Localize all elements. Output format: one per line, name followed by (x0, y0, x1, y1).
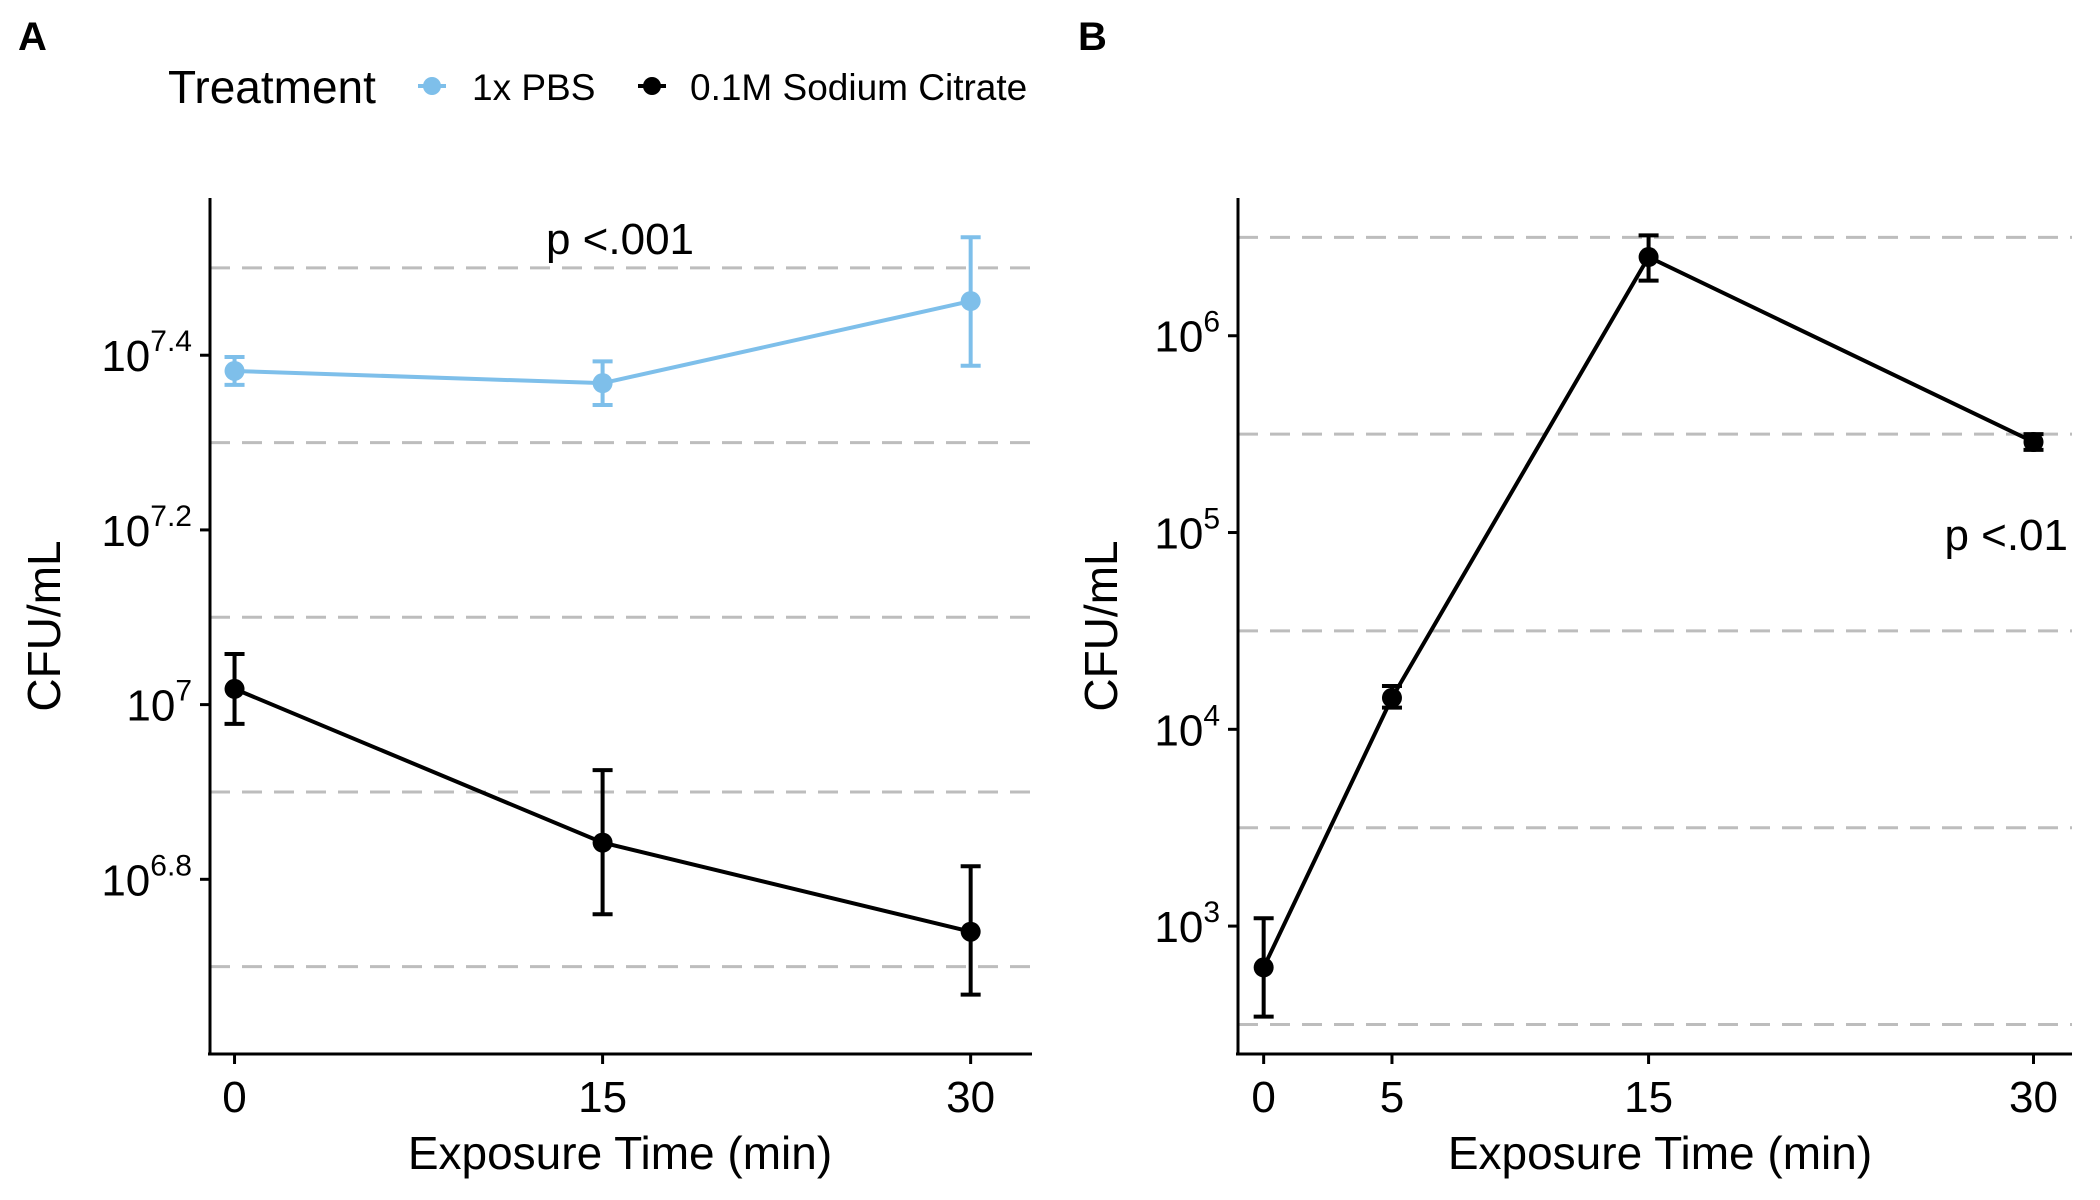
panel-a-x-tick-label-2: 30 (946, 1073, 995, 1122)
panel-b-x-ticks: 0 5 15 30 (1251, 1054, 2058, 1122)
panel-a-x-tick-label-1: 15 (578, 1073, 627, 1122)
panel-a-point-0-1m-sodium-citrate-2 (960, 921, 981, 942)
panel-b-point-0-1m-sodium-citrate-3 (2023, 432, 2044, 453)
legend-label-pbs: 1x PBS (472, 67, 595, 108)
panel-b-x-axis-title: Exposure Time (min) (1448, 1127, 1872, 1179)
panel-a-point-1x-pbs-1 (592, 373, 613, 394)
panel-b-gridlines (1238, 235, 2072, 1026)
legend-title: Treatment (168, 61, 376, 113)
panel-b-p-value: p <.01 (1944, 511, 2068, 560)
panel-b-y-axis-title: CFU/mL (1075, 540, 1127, 711)
panel-b-y-tick-label-2: 105 (1154, 503, 1220, 559)
panel-a-point-0-1m-sodium-citrate-0 (224, 678, 245, 699)
panel-b-point-0-1m-sodium-citrate-0 (1253, 957, 1274, 978)
panel-b-x-tick-label-2: 15 (1624, 1073, 1673, 1122)
panel-a-y-tick-label-3: 107.4 (101, 325, 192, 381)
panel-a-x-axis-title: Exposure Time (min) (408, 1127, 832, 1179)
panel-a-series (224, 235, 981, 997)
panel-a-x-tick-label-0: 0 (222, 1073, 246, 1122)
panel-label-b: B (1078, 15, 1107, 59)
panel-label-a: A (18, 15, 47, 59)
legend-key-pbs (418, 77, 446, 95)
panel-b-line-0-1m-sodium-citrate (1261, 254, 2035, 969)
panel-a-y-tick-label-1: 107 (126, 675, 192, 731)
legend-label-citrate: 0.1M Sodium Citrate (690, 67, 1027, 108)
legend-key-citrate (638, 77, 666, 95)
panel-a-y-ticks: 106.8 107 107.2 107.4 (101, 325, 210, 905)
panel-b-point-0-1m-sodium-citrate-1 (1381, 687, 1402, 708)
panel-b-x-tick-label-3: 30 (2009, 1073, 2058, 1122)
panel-b-y-tick-label-1: 104 (1154, 699, 1220, 755)
panel-a-x-ticks: 0 15 30 (222, 1054, 995, 1122)
panel-a-y-tick-label-2: 107.2 (101, 500, 192, 556)
panel-b-y-tick-label-0: 103 (1154, 896, 1220, 952)
panel-b-point-0-1m-sodium-citrate-2 (1638, 247, 1659, 268)
panel-a-point-1x-pbs-2 (960, 291, 981, 312)
panel-a-point-1x-pbs-0 (224, 360, 245, 381)
panel-a-p-value: p <.001 (546, 215, 694, 264)
legend: Treatment 1x PBS 0.1M Sodium Citrate (168, 61, 1027, 113)
panel-a-y-tick-label-0: 106.8 (101, 849, 192, 905)
panel-b-y-tick-label-3: 106 (1154, 306, 1220, 362)
panel-a-y-axis-title: CFU/mL (18, 540, 70, 711)
panel-a-plot: 106.8 107 107.2 107.4 0 15 30 Exposure Time (… (18, 198, 1032, 1179)
panel-a-point-0-1m-sodium-citrate-1 (592, 832, 613, 853)
panel-b-series (1253, 233, 2044, 1019)
panel-b-x-tick-label-1: 5 (1380, 1073, 1404, 1122)
panel-b-y-ticks: 103 104 105 106 (1154, 306, 1238, 952)
panel-b-x-tick-label-0: 0 (1251, 1073, 1275, 1122)
panel-a-gridlines (210, 266, 1032, 969)
